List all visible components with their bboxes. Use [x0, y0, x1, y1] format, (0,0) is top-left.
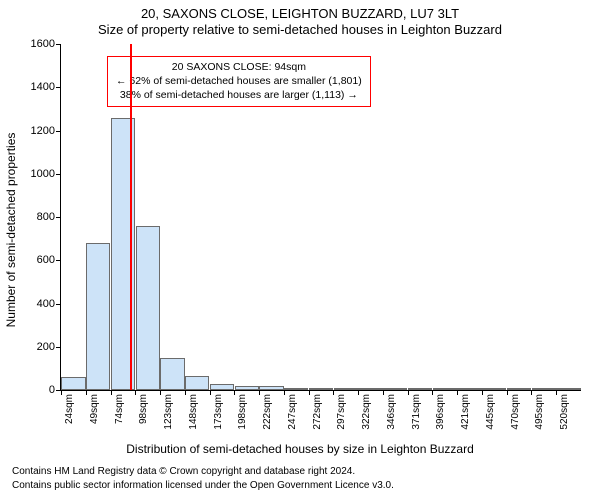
y-tick-label: 200	[37, 341, 55, 353]
y-tick-mark	[56, 44, 61, 45]
y-tick-mark	[56, 260, 61, 261]
x-tick-mark	[457, 390, 458, 395]
y-tick-mark	[56, 131, 61, 132]
histogram-bar	[383, 388, 407, 390]
histogram-bar	[433, 388, 457, 390]
histogram-bar	[284, 388, 308, 390]
x-tick-label: 297sqm	[336, 394, 347, 430]
y-tick-label: 400	[37, 298, 55, 310]
histogram-bar	[136, 226, 160, 390]
histogram-bar	[482, 388, 506, 390]
x-tick-mark	[482, 390, 483, 395]
y-tick-label: 1600	[31, 38, 55, 50]
x-tick-label: 470sqm	[510, 394, 521, 430]
histogram-bar	[334, 388, 358, 390]
y-axis-label: Number of semi-detached properties	[4, 35, 18, 230]
histogram-bar	[408, 388, 432, 390]
x-tick-mark	[531, 390, 532, 395]
histogram-bar	[86, 243, 110, 390]
x-tick-mark	[259, 390, 260, 395]
x-tick-label: 421sqm	[460, 394, 471, 430]
x-tick-mark	[408, 390, 409, 395]
x-tick-label: 148sqm	[188, 394, 199, 430]
histogram-bar	[309, 388, 333, 390]
y-tick-label: 0	[49, 384, 55, 396]
x-tick-label: 74sqm	[114, 394, 125, 424]
y-tick-mark	[56, 304, 61, 305]
credits: Contains HM Land Registry data © Crown c…	[12, 465, 394, 492]
histogram-bar	[532, 388, 556, 390]
x-tick-label: 198sqm	[237, 394, 248, 430]
x-tick-label: 520sqm	[559, 394, 570, 430]
y-tick-mark	[56, 87, 61, 88]
y-tick-label: 600	[37, 254, 55, 266]
y-tick-label: 800	[37, 211, 55, 223]
y-tick-mark	[56, 347, 61, 348]
x-tick-mark	[284, 390, 285, 395]
x-tick-label: 445sqm	[485, 394, 496, 430]
y-tick-label: 1400	[31, 81, 55, 93]
chart-title-line2: Size of property relative to semi-detach…	[0, 22, 600, 37]
histogram-bar	[358, 388, 382, 390]
x-tick-mark	[507, 390, 508, 395]
chart-container: 20, SAXONS CLOSE, LEIGHTON BUZZARD, LU7 …	[0, 0, 600, 500]
x-tick-mark	[61, 390, 62, 395]
x-tick-mark	[358, 390, 359, 395]
x-tick-mark	[86, 390, 87, 395]
x-tick-label: 24sqm	[64, 394, 75, 424]
x-tick-label: 396sqm	[435, 394, 446, 430]
histogram-bar	[259, 386, 283, 390]
x-tick-label: 495sqm	[534, 394, 545, 430]
y-tick-label: 1000	[31, 168, 55, 180]
credits-line: Contains HM Land Registry data © Crown c…	[12, 465, 394, 479]
x-tick-mark	[185, 390, 186, 395]
histogram-bar	[185, 376, 209, 390]
y-tick-mark	[56, 174, 61, 175]
y-tick-mark	[56, 217, 61, 218]
x-tick-label: 247sqm	[287, 394, 298, 430]
x-tick-label: 346sqm	[386, 394, 397, 430]
marker-callout: 20 SAXONS CLOSE: 94sqm ← 62% of semi-det…	[107, 56, 371, 107]
histogram-bar	[507, 388, 531, 390]
callout-line: 38% of semi-detached houses are larger (…	[116, 88, 362, 102]
x-tick-label: 173sqm	[213, 394, 224, 430]
y-tick-label: 1200	[31, 125, 55, 137]
x-tick-label: 222sqm	[262, 394, 273, 430]
x-tick-label: 371sqm	[411, 394, 422, 430]
x-tick-mark	[135, 390, 136, 395]
chart-title-line1: 20, SAXONS CLOSE, LEIGHTON BUZZARD, LU7 …	[0, 6, 600, 21]
plot-area: 20 SAXONS CLOSE: 94sqm ← 62% of semi-det…	[60, 44, 581, 391]
histogram-bar	[556, 388, 580, 390]
histogram-bar	[235, 386, 259, 390]
x-tick-mark	[556, 390, 557, 395]
x-tick-label: 123sqm	[163, 394, 174, 430]
credits-line: Contains public sector information licen…	[12, 479, 394, 493]
histogram-bar	[61, 377, 85, 390]
x-tick-label: 98sqm	[138, 394, 149, 424]
x-tick-mark	[210, 390, 211, 395]
x-tick-mark	[309, 390, 310, 395]
x-tick-mark	[333, 390, 334, 395]
callout-line: ← 62% of semi-detached houses are smalle…	[116, 74, 362, 88]
histogram-bar	[457, 388, 481, 390]
x-tick-mark	[160, 390, 161, 395]
x-tick-mark	[432, 390, 433, 395]
x-tick-label: 49sqm	[89, 394, 100, 424]
marker-line	[130, 44, 132, 390]
x-tick-mark	[234, 390, 235, 395]
histogram-bar	[210, 384, 234, 390]
callout-line: 20 SAXONS CLOSE: 94sqm	[116, 60, 362, 74]
x-tick-mark	[383, 390, 384, 395]
x-tick-label: 272sqm	[312, 394, 323, 430]
x-tick-label: 322sqm	[361, 394, 372, 430]
histogram-bar	[160, 358, 184, 390]
x-axis-label: Distribution of semi-detached houses by …	[0, 442, 600, 456]
x-tick-mark	[111, 390, 112, 395]
